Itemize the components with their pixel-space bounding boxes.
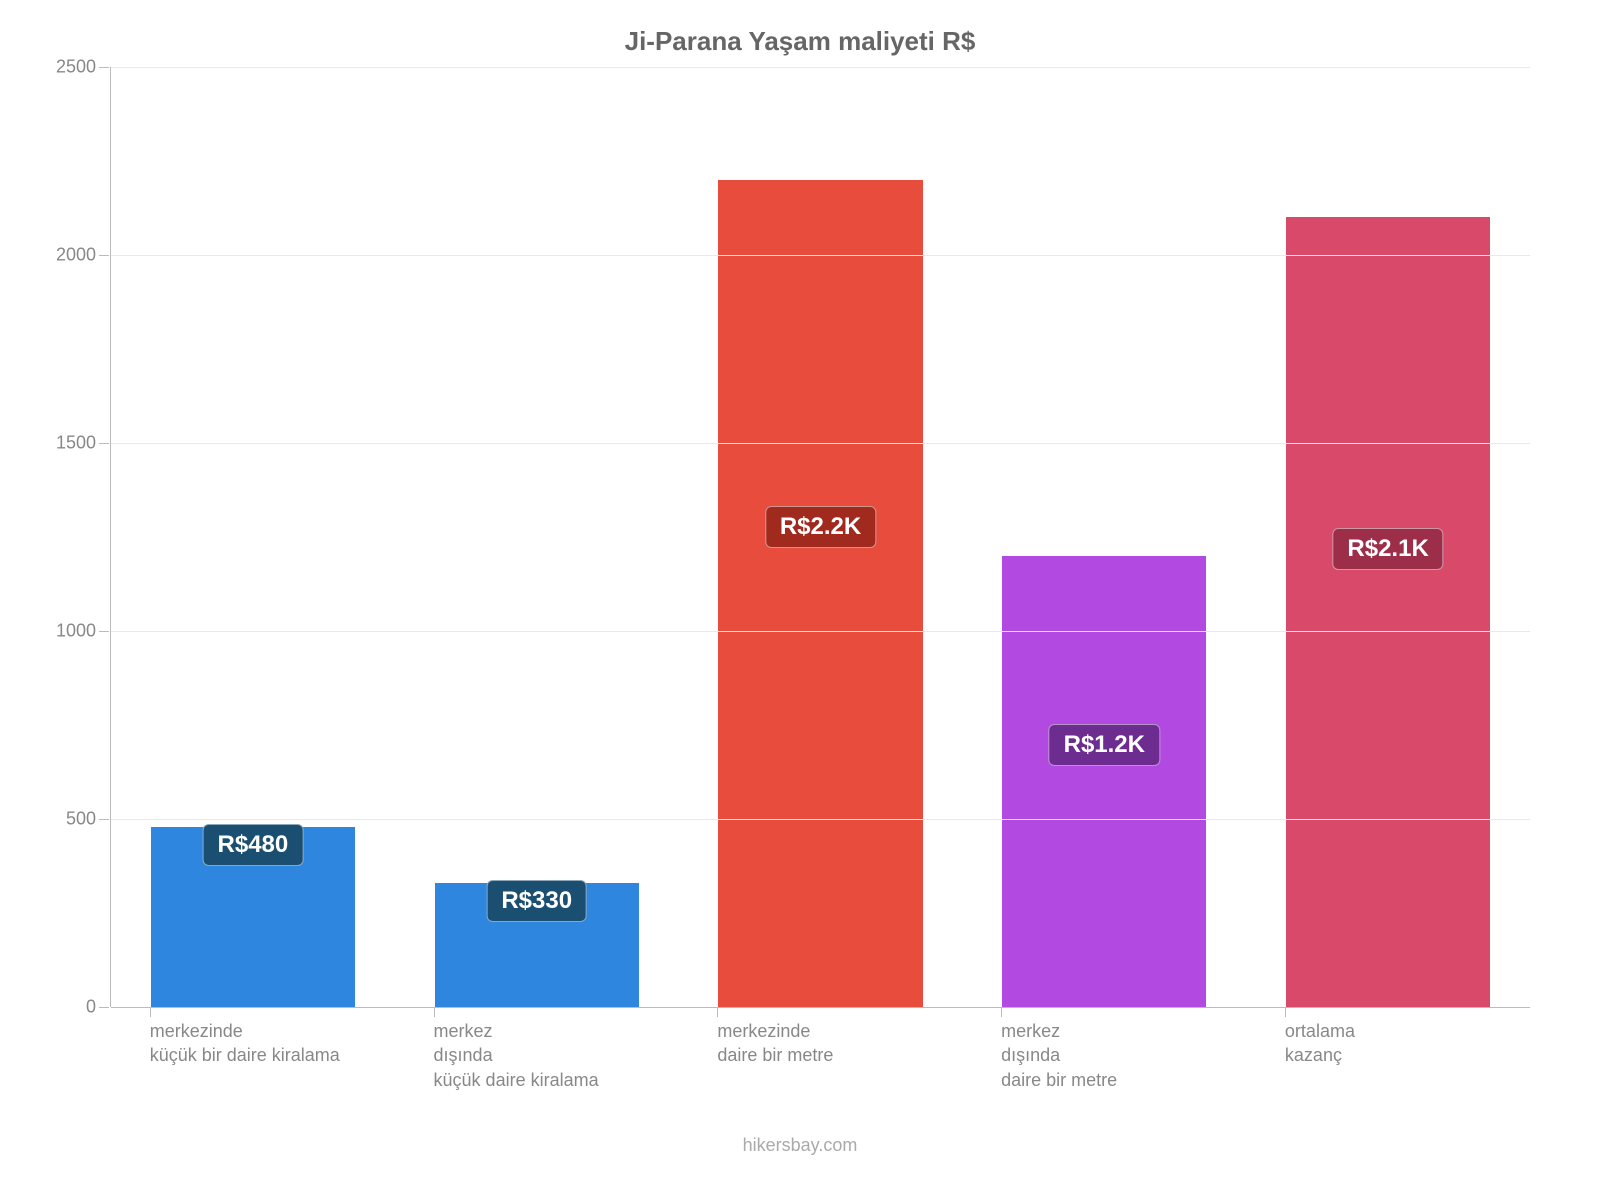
grid-line: [111, 819, 1530, 820]
y-axis-label: 0: [41, 997, 96, 1018]
x-tick: [1001, 1007, 1002, 1017]
y-axis-label: 1500: [41, 433, 96, 454]
bar: [718, 180, 922, 1007]
x-axis-label: merkezinde küçük bir daire kiralama: [150, 1019, 394, 1068]
y-tick: [99, 1007, 109, 1008]
grid-line: [111, 631, 1530, 632]
y-tick: [99, 67, 109, 68]
bar: [1286, 217, 1490, 1007]
value-badge: R$1.2K: [1049, 724, 1160, 766]
y-tick: [99, 819, 109, 820]
bars-layer: R$480 R$330 R$2.2K R$1.2K R$2.1K: [111, 67, 1530, 1007]
chart-container: Ji-Parana Yaşam maliyeti R$ R$480R$330R$…: [0, 0, 1600, 1200]
y-tick: [99, 631, 109, 632]
x-axis-label: merkez dışında küçük daire kiralama: [434, 1019, 678, 1092]
plot-area: R$480R$330R$2.2KR$1.2KR$2.1K 05001000150…: [110, 67, 1530, 1007]
grid-line: [111, 443, 1530, 444]
grid-line: [111, 255, 1530, 256]
value-badge: R$2.2K: [765, 506, 876, 548]
y-axis-label: 2000: [41, 245, 96, 266]
y-tick: [99, 255, 109, 256]
value-badge: R$480: [203, 824, 304, 866]
x-axis-label: merkezinde daire bir metre: [717, 1019, 961, 1068]
chart-title: Ji-Parana Yaşam maliyeti R$: [40, 26, 1560, 57]
y-axis-label: 2500: [41, 57, 96, 78]
value-badge: R$330: [486, 880, 587, 922]
x-axis-label: ortalama kazanç: [1285, 1019, 1529, 1068]
y-tick: [99, 443, 109, 444]
y-axis-label: 500: [41, 809, 96, 830]
value-badge: R$2.1K: [1332, 528, 1443, 570]
x-tick: [434, 1007, 435, 1017]
grid-line: [111, 67, 1530, 68]
y-axis-label: 1000: [41, 621, 96, 642]
x-tick: [1285, 1007, 1286, 1017]
chart-footer: hikersbay.com: [40, 1135, 1560, 1156]
x-tick: [717, 1007, 718, 1017]
x-axis-labels: merkezinde küçük bir daire kiralama merke…: [110, 1007, 1530, 1127]
x-tick: [150, 1007, 151, 1017]
x-axis-label: merkez dışında daire bir metre: [1001, 1019, 1245, 1092]
bar: [1002, 556, 1206, 1007]
